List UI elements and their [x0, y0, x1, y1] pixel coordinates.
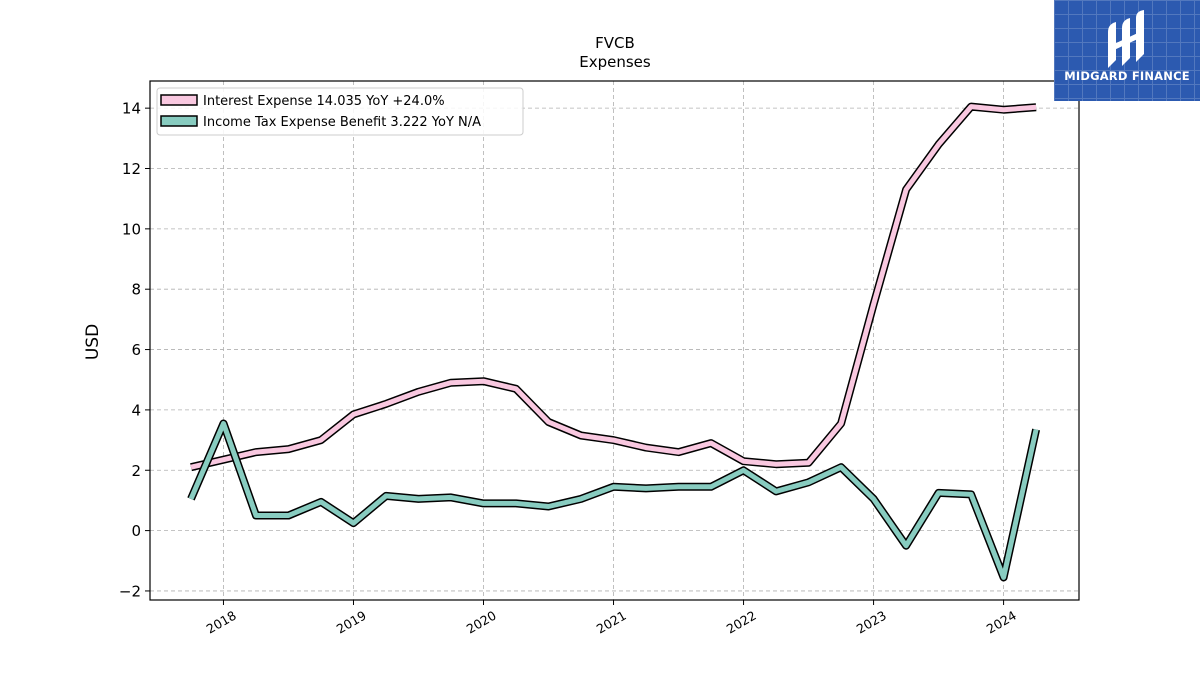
legend-box	[156, 87, 524, 136]
x-tick-label: 2021	[594, 608, 629, 637]
y-tick-label: −2	[119, 582, 141, 600]
x-tick-label: 2019	[334, 608, 369, 637]
y-tick-label: 12	[122, 160, 141, 178]
legend: Interest Expense 14.035 YoY +24.0% Income…	[156, 87, 524, 136]
legend-label: Interest Expense 14.035 YoY +24.0%	[203, 94, 445, 109]
legend-swatch	[160, 115, 198, 127]
y-tick-label: 4	[131, 401, 141, 419]
x-tick-label: 2018	[204, 608, 239, 637]
x-tick-label: 2022	[724, 608, 759, 637]
y-axis: −2 0 2 4 6 8 10 12 14	[119, 100, 150, 600]
chart-subtitle: Expenses	[579, 53, 651, 71]
legend-swatch	[160, 94, 198, 106]
midgard-logo-icon	[1108, 10, 1144, 68]
legend-label: Income Tax Expense Benefit 3.222 YoY N/A	[203, 115, 481, 130]
x-tick-label: 2020	[464, 608, 499, 637]
x-tick-label: 2023	[854, 608, 889, 637]
plot-frame	[149, 80, 1080, 601]
series-line-interest-expense	[190, 104, 1037, 470]
y-tick-label: 8	[131, 281, 141, 299]
y-tick-label: 10	[122, 220, 141, 238]
y-tick-label: 0	[131, 522, 141, 540]
y-tick-label: 14	[122, 100, 141, 118]
grid-lines	[150, 81, 1079, 600]
brand-logo: MIDGARD FINANCE	[1054, 0, 1200, 101]
series-line-income-tax-expense-benefit	[188, 421, 1039, 580]
y-axis-label: USD	[83, 324, 103, 360]
y-tick-label: 2	[131, 462, 141, 480]
chart-title: FVCB	[595, 34, 635, 52]
y-tick-label: 6	[131, 341, 141, 359]
brand-name: MIDGARD FINANCE	[1064, 69, 1190, 83]
series-layer	[187, 102, 1041, 582]
x-axis: 2018 2019 2020 2021 2022 2023 2024	[204, 600, 1019, 637]
x-tick-label: 2024	[984, 608, 1019, 637]
